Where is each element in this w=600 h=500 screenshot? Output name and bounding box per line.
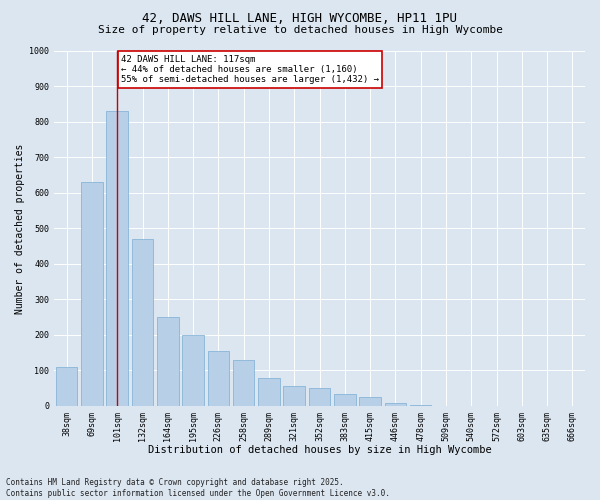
- Bar: [309, 388, 330, 406]
- Y-axis label: Number of detached properties: Number of detached properties: [15, 144, 25, 314]
- Bar: [81, 182, 103, 406]
- Bar: [157, 317, 179, 406]
- Text: 42 DAWS HILL LANE: 117sqm
← 44% of detached houses are smaller (1,160)
55% of se: 42 DAWS HILL LANE: 117sqm ← 44% of detac…: [121, 54, 379, 84]
- Bar: [258, 378, 280, 406]
- Bar: [106, 112, 128, 406]
- Text: Size of property relative to detached houses in High Wycombe: Size of property relative to detached ho…: [97, 25, 503, 35]
- Text: Contains HM Land Registry data © Crown copyright and database right 2025.
Contai: Contains HM Land Registry data © Crown c…: [6, 478, 390, 498]
- Bar: [334, 394, 356, 406]
- Bar: [283, 386, 305, 406]
- X-axis label: Distribution of detached houses by size in High Wycombe: Distribution of detached houses by size …: [148, 445, 491, 455]
- Bar: [208, 351, 229, 406]
- Bar: [56, 367, 77, 406]
- Bar: [182, 335, 204, 406]
- Bar: [233, 360, 254, 406]
- Bar: [132, 239, 153, 406]
- Text: 42, DAWS HILL LANE, HIGH WYCOMBE, HP11 1PU: 42, DAWS HILL LANE, HIGH WYCOMBE, HP11 1…: [143, 12, 458, 26]
- Bar: [385, 403, 406, 406]
- Bar: [359, 397, 381, 406]
